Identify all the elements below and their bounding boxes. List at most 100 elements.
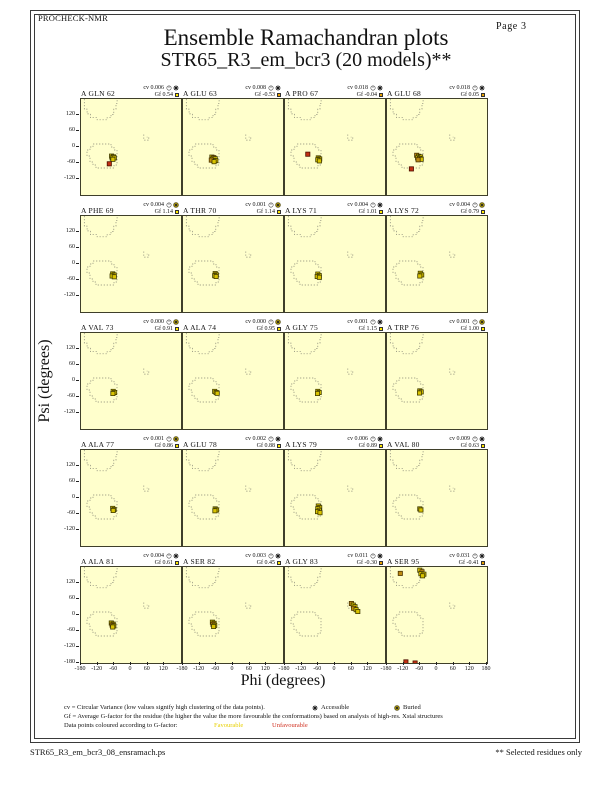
gf-value: Gf -0.41: [458, 559, 479, 566]
data-point: [212, 508, 218, 514]
y-tick: [76, 114, 79, 115]
y-tick: [76, 630, 79, 631]
ramachandran-plot: [80, 332, 182, 430]
y-tick: [76, 263, 79, 264]
x-tick-label: 60: [143, 666, 150, 672]
x-tick: [436, 662, 437, 665]
y-tick-label: -60: [67, 393, 75, 399]
gf-colour-swatch: [480, 326, 485, 331]
y-axis-title: Psi (degrees): [36, 339, 53, 423]
legend-line-cv: cv = Circular Variance (low values signi…: [64, 704, 421, 711]
x-tick-label: -180: [278, 666, 290, 672]
cv-value: cv 0.000: [245, 319, 266, 326]
gf-colour-swatch: [480, 209, 485, 214]
y-tick-label: 120: [66, 345, 75, 351]
x-tick: [96, 662, 98, 665]
gf-value: Gf 0.89: [358, 442, 377, 449]
x-tick-label: 0: [332, 666, 336, 672]
subplot-stats: cv 0.002 Gf 0.88: [245, 436, 281, 449]
x-tick: [265, 662, 267, 665]
y-tick: [76, 481, 79, 482]
subplot-header: A VAL 80 cv 0.009 Gf 0.63: [386, 436, 486, 449]
favoured-region-outlines: [389, 99, 456, 169]
favoured-region-outlines: [287, 99, 354, 169]
gf-colour-swatch: [378, 560, 383, 565]
data-point: [211, 624, 217, 630]
subplot-header: A THR 70 cv 0.001 Gf 1.14: [182, 202, 282, 215]
cv-value: cv 0.001: [449, 319, 470, 326]
subplot-header: A LYS 71 cv 0.004 Gf 1.01: [284, 202, 384, 215]
ramachandran-plot: [182, 98, 284, 196]
x-tick: [146, 662, 148, 665]
data-point: [316, 158, 322, 164]
subplot-header: A GLU 78 cv 0.002 Gf 0.88: [182, 436, 282, 449]
y-tick: [76, 396, 79, 397]
ramachandran-plot: [386, 215, 488, 313]
ramachandran-plot: [284, 566, 386, 664]
x-tick-label: -120: [193, 666, 205, 672]
cv-value: cv 0.001: [347, 319, 368, 326]
y-tick: [76, 146, 79, 147]
x-tick: [80, 662, 81, 665]
y-tick: [76, 162, 79, 163]
x-tick-label: 0: [230, 666, 234, 672]
gf-value: Gf 0.88: [256, 442, 275, 449]
x-tick-label: 60: [245, 666, 252, 672]
subplot-stats: cv 0.004 Gf 0.79: [449, 202, 485, 215]
footer-filename: STR65_R3_em_bcr3_08_ensramach.ps: [30, 747, 166, 757]
x-tick: [232, 662, 233, 665]
y-tick-label: 60: [69, 244, 75, 250]
y-tick-label: -60: [67, 159, 75, 165]
model-clock-icon: [472, 553, 477, 559]
cv-value: cv 0.002: [245, 436, 266, 443]
favoured-region-outlines: [389, 450, 456, 520]
ramachandran-plot: [182, 566, 284, 664]
cv-value: cv 0.031: [449, 553, 470, 560]
residue-label: A GLU 63: [183, 89, 218, 98]
x-tick-label: -180: [176, 666, 188, 672]
x-tick: [486, 662, 487, 665]
data-point: [111, 274, 117, 280]
subplot-stats: cv 0.031 Gf -0.41: [449, 553, 485, 566]
residue-label: A GLU 78: [183, 440, 218, 449]
gf-colour-swatch: [174, 209, 179, 214]
gf-value: Gf 1.14: [154, 208, 173, 215]
buried-star-icon: [173, 202, 179, 209]
data-point: [397, 570, 403, 576]
favoured-region-outlines: [287, 216, 354, 286]
residue-label: A GLY 75: [285, 323, 319, 332]
subplot-header: A PRO 67 cv 0.018 Gf -0.04: [284, 85, 384, 98]
residue-label: A THR 70: [183, 206, 217, 215]
page-title: Ensemble Ramachandran plots: [163, 25, 449, 50]
residue-label: A SER 95: [387, 557, 420, 566]
cv-value: cv 0.008: [245, 85, 266, 92]
gf-value: Gf 0.61: [154, 559, 173, 566]
data-point: [403, 659, 409, 663]
gf-value: Gf 0.91: [154, 325, 173, 332]
y-tick-label: 120: [66, 579, 75, 585]
cv-value: cv 0.011: [347, 553, 368, 560]
y-tick-label: 0: [72, 260, 75, 266]
x-tick-label: 0: [128, 666, 132, 672]
subplot-header: A TRP 76 cv 0.001 Gf 1.00: [386, 319, 486, 332]
cv-value: cv 0.004: [449, 202, 470, 209]
y-tick: [76, 279, 79, 280]
residue-label: A VAL 73: [81, 323, 114, 332]
legend-buried: Buried: [394, 704, 421, 711]
x-tick-label: 180: [481, 666, 491, 672]
gf-colour-swatch: [276, 560, 281, 565]
gf-colour-swatch: [174, 443, 179, 448]
y-tick: [76, 348, 79, 349]
x-tick: [469, 662, 471, 665]
x-tick-label: -120: [295, 666, 307, 672]
accessible-star-icon: [377, 202, 383, 208]
model-clock-icon: [472, 202, 477, 208]
residue-label: A GLY 83: [285, 557, 319, 566]
subplot-stats: cv 0.003 Gf 0.45: [245, 553, 281, 566]
model-clock-icon: [166, 85, 171, 91]
ramachandran-plot: [284, 215, 386, 313]
subplot-stats: cv 0.001 Gf 1.00: [449, 319, 485, 332]
y-tick: [76, 662, 79, 663]
buried-star-icon: [275, 319, 281, 326]
